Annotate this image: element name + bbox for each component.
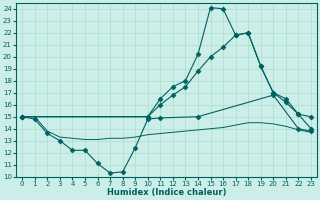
X-axis label: Humidex (Indice chaleur): Humidex (Indice chaleur) [107, 188, 226, 197]
